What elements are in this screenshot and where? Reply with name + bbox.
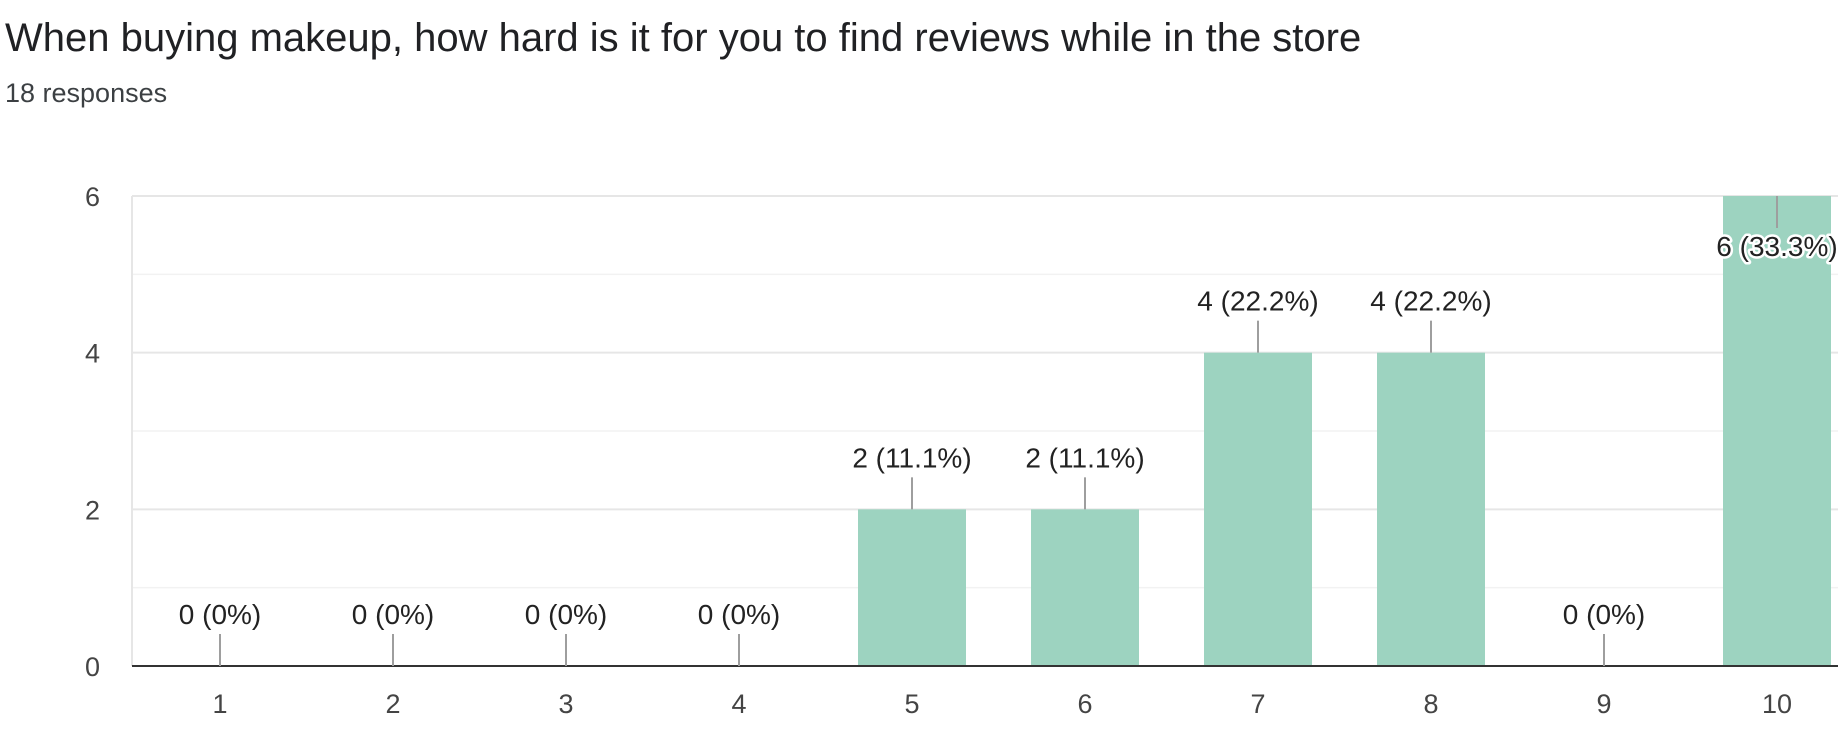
grid-lines [131, 195, 1838, 666]
x-tick-label: 7 [1250, 689, 1265, 719]
bar [1031, 509, 1139, 666]
data-label: 0 (0%) [698, 599, 780, 630]
x-tick-label: 2 [385, 689, 400, 719]
axes: 0 2 4 6 1 2 3 4 5 6 7 8 9 10 [85, 182, 1838, 719]
response-count: 18 responses [5, 78, 168, 108]
x-tick-label: 5 [904, 689, 919, 719]
y-tick-label: 2 [85, 495, 100, 525]
x-tick-label: 3 [558, 689, 573, 719]
data-label: 6 (33.3%) [1716, 231, 1837, 262]
data-label: 0 (0%) [525, 599, 607, 630]
x-tick-label: 10 [1762, 689, 1792, 719]
y-tick-label: 0 [85, 652, 100, 682]
x-tick-label: 9 [1596, 689, 1611, 719]
data-label: 4 (22.2%) [1370, 286, 1491, 317]
y-tick-label: 6 [85, 182, 100, 212]
x-tick-label: 8 [1423, 689, 1438, 719]
data-labels: 0 (0%) 0 (0%) 0 (0%) 0 (0%) 2 (11.1%) 2 (11.1… [179, 196, 1838, 666]
data-label: 0 (0%) [179, 599, 261, 630]
data-label: 0 (0%) [352, 599, 434, 630]
question-title: When buying makeup, how hard is it for y… [5, 16, 1362, 60]
x-tick-label: 4 [731, 689, 746, 719]
data-label: 2 (11.1%) [852, 442, 971, 473]
bar [1723, 196, 1831, 666]
x-tick-label: 1 [212, 689, 227, 719]
data-label: 4 (22.2%) [1197, 286, 1318, 317]
bar [1204, 352, 1312, 666]
bar [858, 509, 966, 666]
data-label: 2 (11.1%) [1025, 442, 1144, 473]
x-tick-label: 6 [1077, 689, 1092, 719]
y-tick-label: 4 [85, 339, 100, 369]
bar [1377, 352, 1485, 666]
bars [858, 196, 1831, 666]
data-label: 0 (0%) [1563, 599, 1645, 630]
